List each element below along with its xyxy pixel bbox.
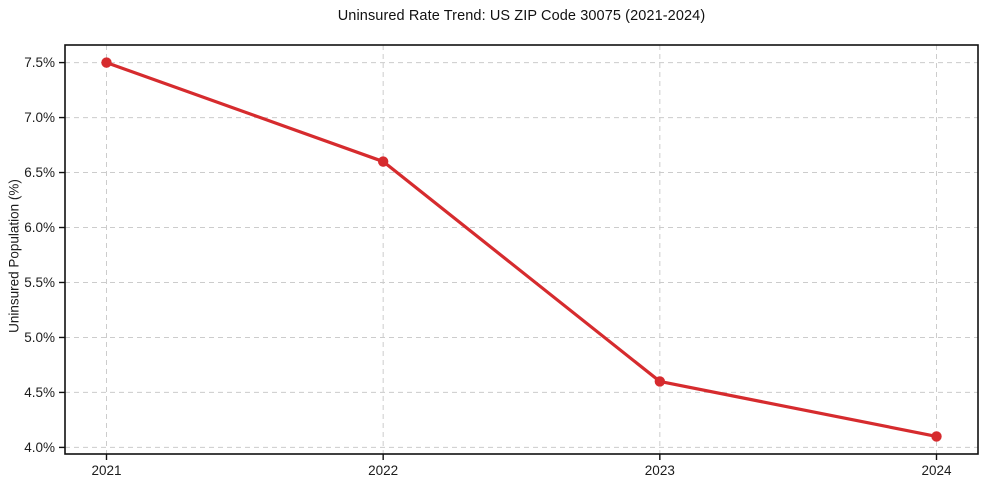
- x-tick-label: 2024: [921, 463, 952, 478]
- y-tick-label: 7.5%: [24, 55, 55, 70]
- chart-title: Uninsured Rate Trend: US ZIP Code 30075 …: [337, 8, 706, 24]
- y-tick-label: 5.5%: [24, 275, 55, 290]
- axes-box: [64, 44, 979, 455]
- y-tick-label: 6.5%: [24, 165, 55, 180]
- y-tick-label: 4.5%: [24, 385, 55, 400]
- y-tick-label: 6.0%: [24, 220, 55, 235]
- trend-line: [104, 60, 939, 439]
- y-tick-label: 5.0%: [24, 330, 55, 345]
- y-tick-label: 4.0%: [24, 440, 55, 455]
- x-tick-label: 2023: [645, 463, 675, 478]
- x-tick-label: 2022: [368, 463, 398, 478]
- data-point-marker: [654, 376, 666, 387]
- x-tick-label: 2021: [91, 463, 121, 478]
- data-point-marker: [101, 57, 112, 68]
- data-point-marker: [377, 156, 389, 167]
- y-tick-label: 7.0%: [24, 110, 55, 125]
- data-point-marker: [931, 431, 942, 442]
